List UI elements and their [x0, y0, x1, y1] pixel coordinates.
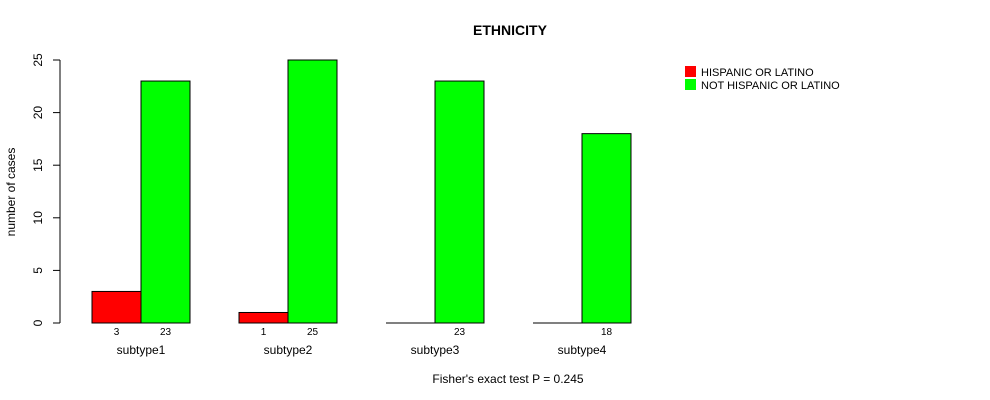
- data-label: 3: [114, 327, 120, 338]
- y-tick-label: 5: [31, 267, 45, 274]
- legend-label: NOT HISPANIC OR LATINO: [701, 80, 840, 92]
- x-category-label: subtype2: [264, 343, 313, 357]
- y-tick-label: 20: [31, 106, 45, 120]
- y-tick-label: 15: [31, 158, 45, 172]
- bar: [581, 133, 632, 324]
- y-tick-label: 0: [31, 319, 45, 326]
- bars: 3 23 subtype1 1 25 subtype2 23 subtype3 18 subtyp…: [91, 59, 632, 357]
- bar: [434, 80, 485, 324]
- y-axis: 0 5 10 15 20 25: [31, 53, 61, 326]
- data-label: 1: [261, 327, 267, 338]
- chart-title: ETHNICITY: [473, 22, 548, 38]
- bar: [140, 80, 191, 324]
- data-label: 23: [160, 327, 172, 338]
- legend-swatch: [685, 79, 696, 90]
- legend-swatch: [685, 66, 696, 77]
- y-axis-label: number of cases: [4, 148, 18, 237]
- x-category-label: subtype4: [558, 343, 607, 357]
- bar: [287, 59, 338, 324]
- bar: [91, 290, 142, 324]
- y-tick-label: 10: [31, 211, 45, 225]
- x-category-label: subtype1: [117, 343, 166, 357]
- data-label: 25: [307, 327, 319, 338]
- bar: [238, 311, 289, 324]
- data-label: 23: [454, 327, 466, 338]
- legend-label: HISPANIC OR LATINO: [701, 67, 814, 79]
- data-label: 18: [601, 327, 613, 338]
- y-tick-label: 25: [31, 53, 45, 67]
- footnote: Fisher's exact test P = 0.245: [432, 372, 583, 386]
- x-category-label: subtype3: [411, 343, 460, 357]
